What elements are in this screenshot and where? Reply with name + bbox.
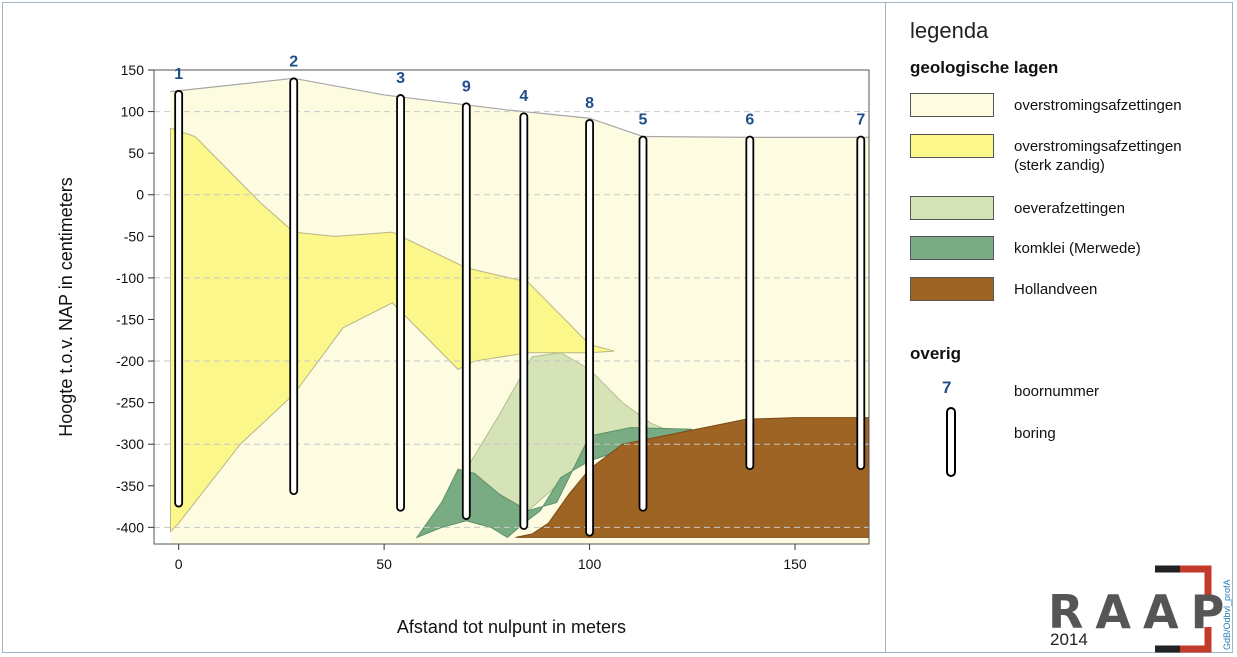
boring-7: [856, 135, 866, 471]
legend-label: Hollandveen: [1014, 281, 1098, 298]
boring-label-2: 2: [289, 53, 298, 70]
boring-8: [585, 118, 594, 537]
boring-5: [638, 135, 648, 512]
figure-code: GdB/Odbvl_profA: [1222, 579, 1232, 650]
y-tick-label: -200: [116, 353, 144, 369]
boring-label-6: 6: [745, 112, 754, 129]
legend-label: oeverafzettingen: [1014, 200, 1125, 217]
cross-section-chart: 150100500-50-100-150-200-250-300-350-400…: [56, 53, 870, 637]
legend-swatch: [910, 134, 994, 158]
boring-symbol-icon: [946, 407, 956, 477]
legend-swatch: [910, 236, 994, 260]
y-tick-label: -250: [116, 395, 144, 411]
layer-hollandveen: [515, 417, 869, 538]
boring-label-8: 8: [585, 95, 594, 112]
legend-label: komklei (Merwede): [1014, 240, 1141, 257]
boring-4: [519, 112, 529, 530]
y-tick-label: -100: [116, 270, 144, 286]
raap-logo-bracket-icon: [1155, 565, 1212, 653]
legend-label: overstromingsafzettingen: [1014, 97, 1182, 114]
legend-label: overstromingsafzettingen (sterk zandig): [1014, 138, 1182, 174]
boring-2: [289, 77, 299, 496]
boring-9: [461, 102, 471, 520]
legend-heading-other: overig: [910, 344, 962, 363]
boornummer-example: 7: [942, 378, 952, 397]
y-tick-label: -400: [116, 519, 144, 535]
boornummer-label: boornummer: [1014, 383, 1100, 400]
boring-1: [174, 89, 184, 508]
y-tick-label: 0: [136, 187, 144, 203]
legend-item-overstromingsafzettingen-zandig: overstromingsafzettingen (sterk zandig): [910, 134, 1230, 174]
y-tick-label: 150: [121, 62, 145, 78]
boring-label-7: 7: [856, 112, 865, 129]
surface-line: [170, 77, 869, 138]
legend-item-komklei: komklei (Merwede): [910, 236, 1230, 266]
boring-3: [396, 94, 405, 512]
boring-label-3: 3: [396, 70, 405, 87]
legend-divider: [885, 2, 886, 653]
y-tick-label: 100: [121, 104, 145, 120]
legend-item-hollandveen: Hollandveen: [910, 277, 1230, 307]
legend-swatch: [910, 277, 994, 301]
x-tick-label: 150: [783, 556, 807, 572]
boring-label-1: 1: [174, 66, 183, 83]
y-tick-label: -150: [116, 311, 144, 327]
x-axis-label: Afstand tot nulpunt in meters: [397, 617, 626, 637]
raap-logo-text: RAAP: [1048, 585, 1237, 639]
y-axis-label: Hoogte t.o.v. NAP in centimeters: [56, 177, 76, 436]
boring-6: [745, 135, 755, 471]
y-tick-label: -300: [116, 436, 144, 452]
boring-label: boring: [1014, 425, 1056, 442]
logo-year: 2014: [1050, 630, 1088, 649]
legend-swatch: [910, 196, 994, 220]
boring-label-9: 9: [462, 78, 471, 95]
x-tick-label: 0: [175, 556, 183, 572]
legend-heading-layers: geologische lagen: [910, 58, 1059, 77]
plot-area-frame: [153, 69, 870, 545]
legend-title: legenda: [910, 18, 989, 43]
legend-item-oeverafzettingen: oeverafzettingen: [910, 196, 1230, 226]
y-tick-label: -50: [124, 228, 144, 244]
boring-label-4: 4: [519, 88, 528, 105]
legend-item-overstromingsafzettingen: overstromingsafzettingen: [910, 93, 1230, 123]
legend-swatch: [910, 93, 994, 117]
boring-label-5: 5: [639, 112, 648, 129]
x-tick-label: 100: [578, 556, 602, 572]
y-tick-label: -350: [116, 478, 144, 494]
x-tick-label: 50: [376, 556, 392, 572]
y-tick-label: 50: [128, 145, 144, 161]
